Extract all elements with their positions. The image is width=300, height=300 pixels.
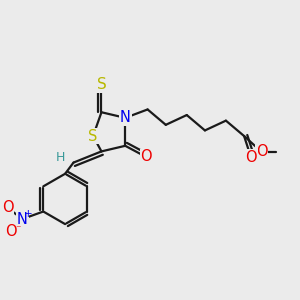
Text: O: O (5, 224, 16, 239)
Text: O: O (140, 149, 152, 164)
Text: O: O (245, 150, 257, 165)
Text: O: O (2, 200, 14, 215)
Text: O: O (256, 145, 268, 160)
Text: N: N (120, 110, 131, 125)
Text: ⁻: ⁻ (15, 224, 20, 234)
Text: S: S (88, 128, 98, 143)
Text: S: S (97, 77, 106, 92)
Text: +: + (24, 209, 33, 219)
Text: H: H (56, 151, 65, 164)
Text: N: N (17, 212, 28, 226)
